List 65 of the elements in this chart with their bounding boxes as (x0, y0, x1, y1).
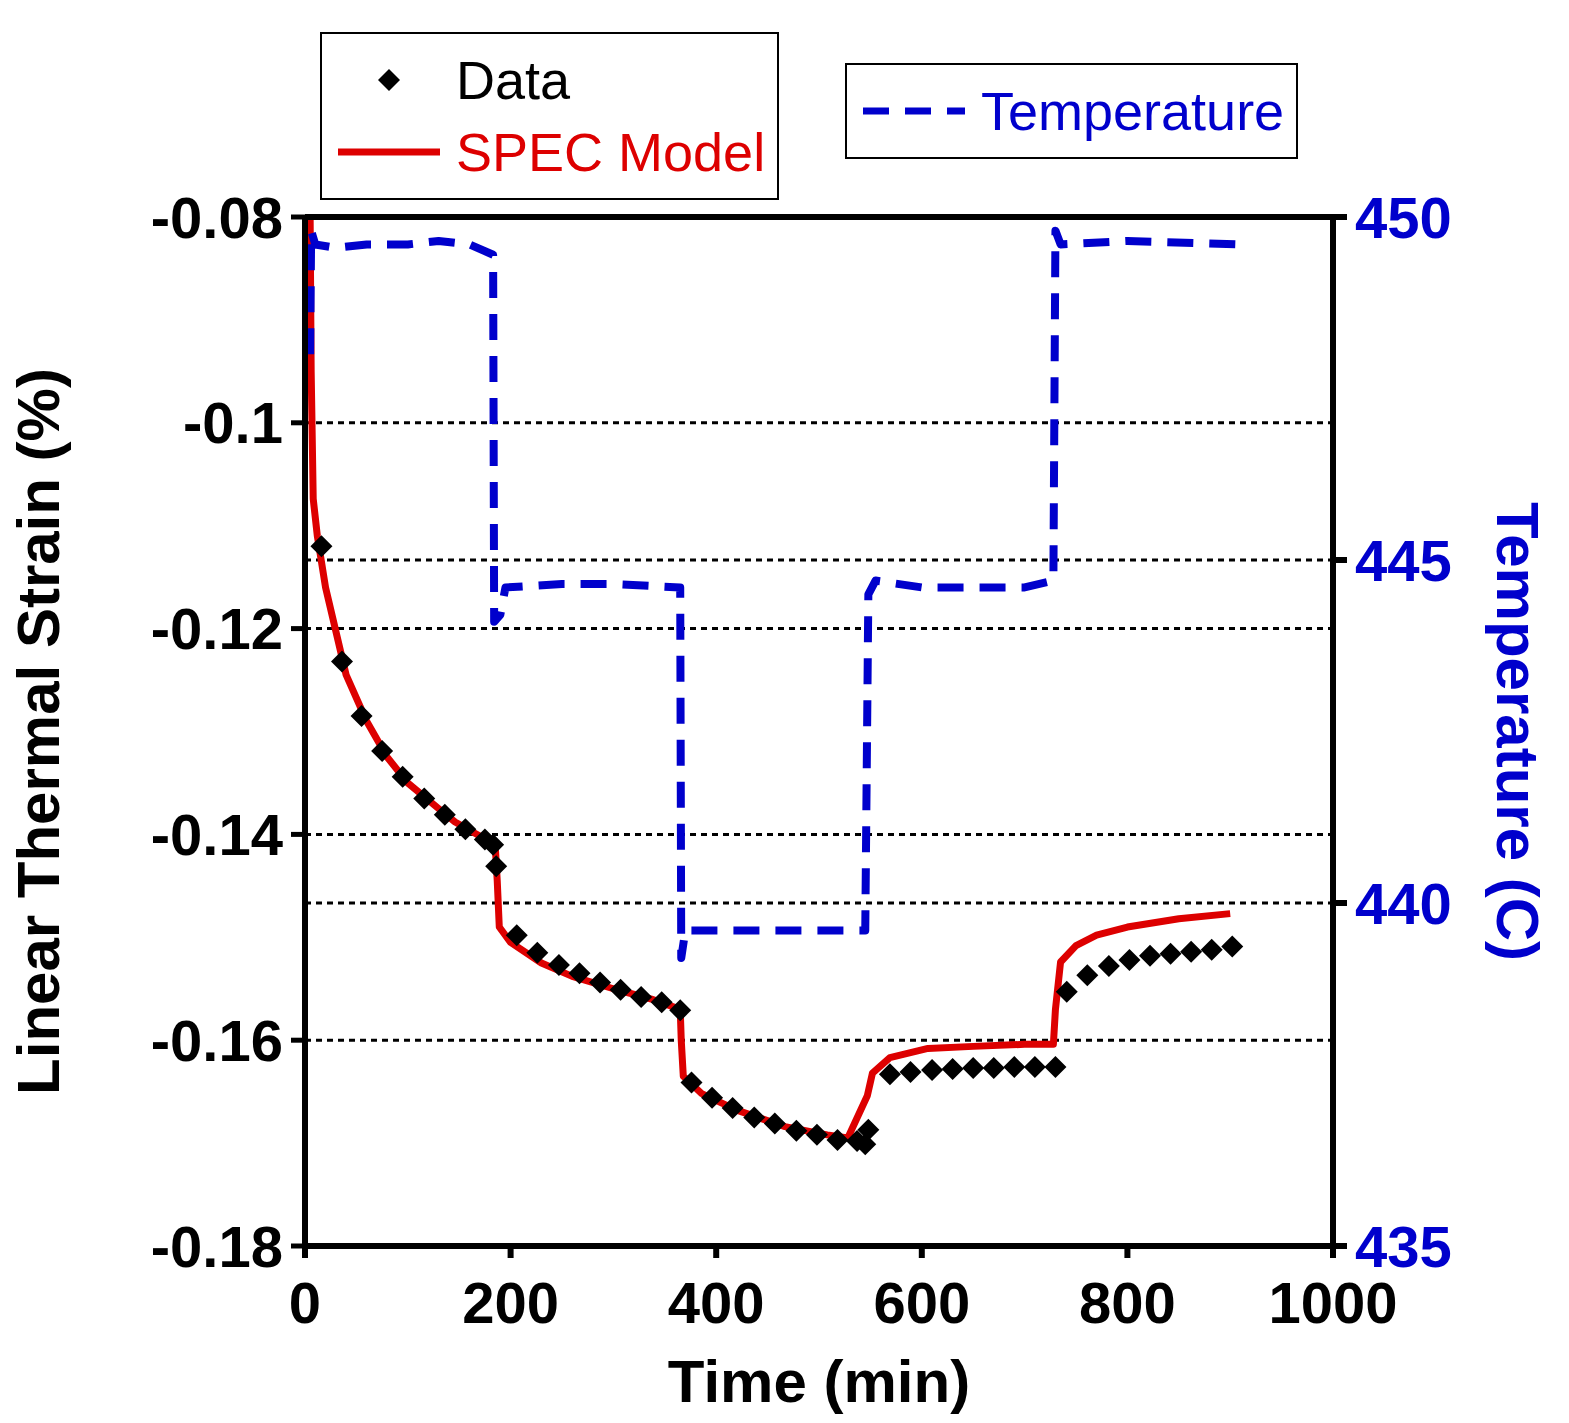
point (701, 1086, 724, 1109)
y-axis-title: Linear Thermal Strain (%) (5, 368, 73, 1095)
point (962, 1056, 985, 1079)
x-tick-label: 800 (1079, 1270, 1176, 1336)
point (505, 924, 528, 947)
point (1097, 955, 1120, 978)
point (1044, 1055, 1067, 1078)
x-tick-label: 600 (873, 1270, 971, 1336)
point (1139, 944, 1162, 967)
point (310, 535, 333, 558)
point (413, 787, 436, 810)
point (454, 818, 477, 841)
point (680, 1071, 703, 1094)
point (1055, 980, 1078, 1003)
y2-axis-title: Temperature (C) (1483, 502, 1551, 961)
y-tick-label: -0.18 (150, 1213, 283, 1279)
point (982, 1056, 1005, 1079)
point (763, 1112, 786, 1135)
point (1221, 935, 1244, 958)
x-tick-label: 0 (288, 1270, 322, 1336)
x-tick-label: 400 (667, 1270, 765, 1336)
point (609, 978, 632, 1001)
point (391, 765, 414, 788)
point (1159, 942, 1182, 965)
point (921, 1059, 944, 1082)
point (650, 991, 673, 1014)
y2-tick-label: 440 (1355, 870, 1452, 936)
point (669, 999, 692, 1022)
point (1023, 1055, 1046, 1078)
point (350, 705, 373, 728)
point (1076, 964, 1099, 987)
point (743, 1106, 766, 1129)
legend-label: Temperature (981, 80, 1285, 142)
point (878, 1063, 901, 1086)
point (589, 971, 612, 994)
y-tick-label: -0.14 (150, 801, 283, 867)
point (547, 954, 570, 977)
point (1180, 940, 1203, 963)
y2-tick-label: 445 (1355, 527, 1452, 593)
point (899, 1061, 922, 1084)
point (568, 962, 591, 985)
point (1200, 938, 1223, 961)
point (805, 1123, 828, 1146)
point (526, 941, 549, 964)
y-tick-label: -0.12 (150, 596, 283, 662)
y2-tick-label: 450 (1355, 184, 1452, 250)
point (785, 1119, 808, 1142)
point (857, 1118, 880, 1141)
point (371, 740, 394, 763)
point (941, 1058, 964, 1081)
legend-label: Data (456, 49, 571, 111)
y-tick-label: -0.1 (183, 390, 283, 456)
point (485, 855, 508, 878)
point (721, 1097, 744, 1120)
point (1118, 948, 1141, 971)
y-tick-label: -0.08 (150, 184, 283, 250)
legend-label: SPEC Model (456, 121, 766, 183)
point (331, 650, 354, 673)
y-tick-label: -0.16 (150, 1007, 283, 1073)
point (433, 803, 456, 826)
point (630, 985, 653, 1008)
point (826, 1129, 849, 1152)
point (1003, 1055, 1026, 1078)
x-tick-label: 200 (462, 1270, 559, 1336)
x-axis-title: Time (min) (667, 1348, 971, 1415)
